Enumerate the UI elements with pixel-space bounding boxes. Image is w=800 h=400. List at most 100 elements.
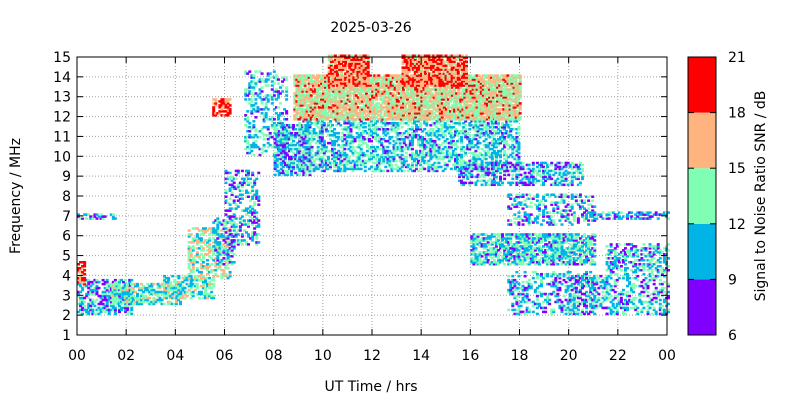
snr-cell: [337, 153, 341, 157]
snr-cell: [431, 167, 435, 171]
snr-cell: [206, 239, 210, 242]
snr-cell: [187, 274, 191, 278]
snr-cell: [163, 282, 167, 286]
snr-cell: [391, 84, 395, 87]
snr-cell: [314, 153, 318, 157]
snr-cell: [385, 84, 389, 87]
snr-cell: [283, 118, 287, 121]
snr-cell: [445, 165, 449, 169]
snr-cell: [401, 94, 405, 97]
snr-cell: [312, 169, 316, 173]
snr-cell: [295, 86, 299, 89]
snr-cell: [105, 308, 109, 312]
snr-cell: [422, 102, 426, 105]
snr-cell: [246, 116, 250, 119]
snr-cell: [484, 153, 488, 157]
snr-cell: [507, 133, 511, 137]
snr-cell: [210, 257, 214, 260]
snr-cell: [113, 306, 117, 310]
snr-cell: [122, 292, 126, 296]
snr-cell: [468, 143, 472, 147]
snr-cell: [268, 94, 272, 97]
snr-cell: [396, 127, 400, 131]
snr-cell: [314, 151, 318, 155]
snr-cell: [374, 120, 378, 123]
snr-cell: [251, 171, 255, 175]
snr-cell: [428, 114, 432, 117]
snr-cell: [453, 153, 457, 157]
snr-cell: [218, 264, 222, 268]
snr-cell: [187, 249, 191, 252]
snr-cell: [146, 296, 150, 300]
snr-cell: [417, 141, 421, 145]
snr-cell: [376, 167, 380, 171]
snr-cell: [266, 137, 270, 141]
snr-cell: [165, 280, 169, 284]
snr-cell: [472, 153, 476, 157]
snr-cell: [250, 100, 254, 103]
snr-cell: [273, 155, 277, 159]
snr-cell: [302, 127, 306, 131]
snr-cell: [403, 86, 407, 89]
snr-cell: [293, 118, 297, 121]
snr-cell: [326, 167, 330, 171]
snr-cell: [351, 147, 355, 151]
snr-cell: [474, 137, 478, 141]
snr-cell: [453, 167, 457, 171]
snr-cell: [307, 88, 311, 91]
snr-cell: [415, 124, 419, 127]
snr-cell: [440, 90, 444, 93]
snr-cell: [324, 98, 328, 101]
snr-cell: [354, 114, 358, 117]
snr-cell: [402, 131, 406, 135]
snr-cell: [412, 120, 416, 123]
snr-cell: [216, 221, 220, 224]
snr-cell: [382, 122, 386, 125]
snr-cell: [204, 231, 208, 234]
snr-cell: [270, 120, 274, 123]
snr-cell: [328, 141, 332, 145]
snr-cell: [408, 108, 412, 111]
snr-cell: [345, 161, 349, 165]
snr-cell: [355, 145, 359, 149]
snr-cell: [232, 227, 236, 230]
snr-cell: [424, 104, 428, 107]
snr-cell: [369, 86, 373, 89]
snr-cell: [319, 114, 323, 117]
snr-cell: [230, 247, 234, 250]
snr-cell: [297, 98, 301, 101]
snr-cell: [429, 141, 433, 145]
snr-cell: [332, 116, 336, 119]
snr-cell: [206, 264, 210, 268]
snr-cell: [397, 80, 401, 83]
snr-cell: [181, 288, 185, 292]
snr-cell: [380, 143, 384, 147]
snr-cell: [124, 310, 128, 314]
snr-cell: [474, 143, 478, 147]
snr-cell: [337, 135, 341, 139]
snr-cell: [248, 86, 252, 89]
snr-cell: [309, 94, 313, 97]
snr-cell: [334, 100, 338, 103]
snr-cell: [257, 199, 261, 202]
snr-cell: [281, 135, 285, 139]
snr-cell: [446, 112, 450, 115]
snr-cell: [336, 88, 340, 91]
snr-cell: [478, 120, 482, 123]
snr-cell: [437, 161, 441, 165]
snr-cell: [172, 284, 176, 288]
snr-cell: [397, 76, 401, 79]
snr-cell: [295, 104, 299, 107]
snr-cell: [309, 118, 313, 121]
snr-cell: [318, 157, 322, 161]
snr-cell: [446, 118, 450, 121]
snr-cell: [408, 110, 412, 113]
snr-cell: [302, 173, 306, 177]
snr-cell: [253, 203, 257, 206]
snr-cell: [77, 290, 80, 294]
snr-cell: [393, 74, 397, 77]
snr-cell: [389, 92, 393, 95]
snr-cell: [298, 161, 302, 165]
snr-cell: [306, 133, 310, 137]
snr-cell: [230, 219, 234, 222]
